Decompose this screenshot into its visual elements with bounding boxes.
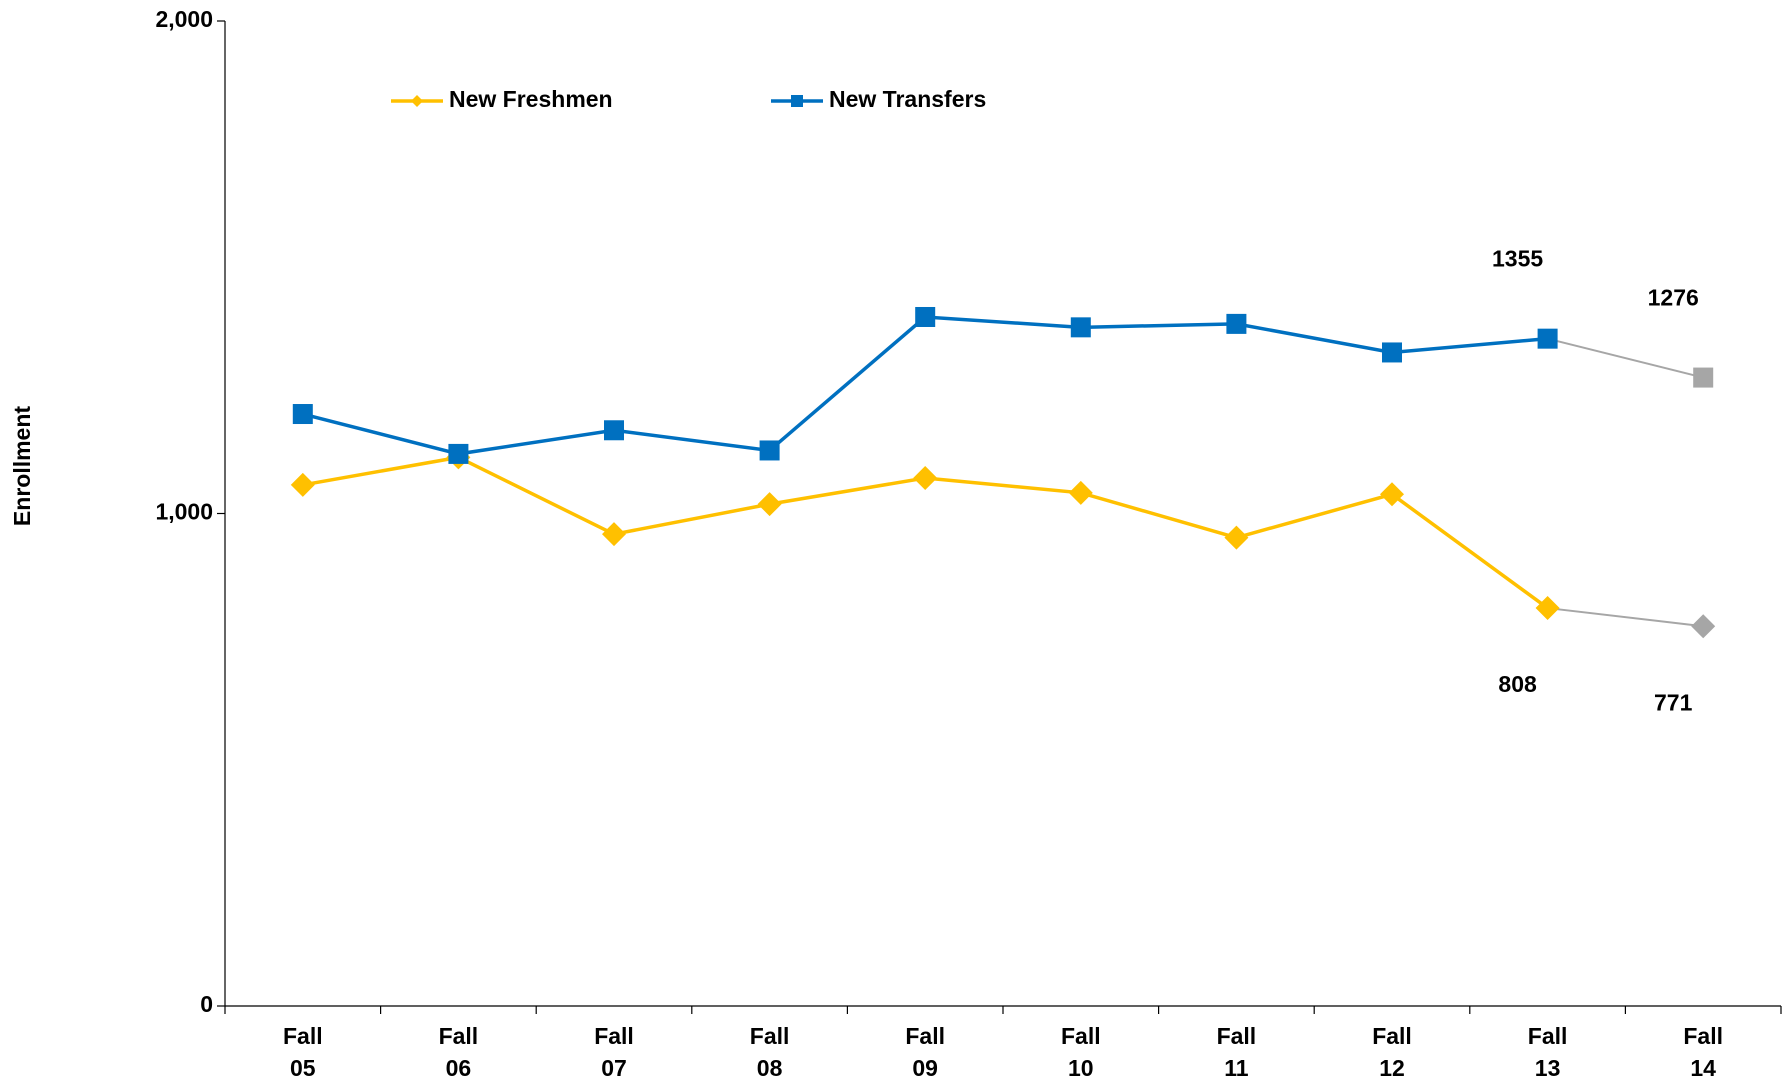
point [1070,317,1091,338]
y-tick-label: 2,000 [155,6,213,32]
x-tick-label: Fall 05 [283,1023,323,1081]
point [292,404,313,425]
point [759,440,780,461]
x-tick-label: Fall 09 [905,1023,945,1081]
x-tick-label: Fall 08 [750,1023,790,1081]
y-tick-label: 0 [200,991,213,1017]
point [1691,614,1716,639]
x-tick-label: Fall 13 [1528,1023,1568,1081]
series-line [302,315,1548,456]
point [1226,313,1247,334]
point [604,420,624,441]
point [290,472,315,497]
point [1535,596,1560,621]
point [1382,342,1402,363]
legend-label: New Transfers [829,86,986,112]
data-label: 808 [1498,671,1537,697]
x-tick-label: Fall 07 [594,1023,634,1081]
point [448,443,469,464]
data-label: 1355 [1492,246,1543,272]
data-label: 771 [1654,689,1693,715]
legend-marker [791,95,803,107]
point [1224,525,1249,550]
legend-marker [411,95,423,107]
projected-segment [1547,607,1704,628]
y-tick-label: 1,000 [155,499,213,525]
y-axis-label: Enrollment [9,406,35,526]
x-tick-label: Fall 12 [1372,1023,1412,1081]
x-tick-label: Fall 06 [439,1023,479,1081]
point [1380,482,1404,507]
data-label: 1276 [1648,285,1699,311]
x-tick-label: Fall 11 [1217,1023,1257,1081]
point [1693,367,1714,388]
point [1537,328,1558,349]
point [602,522,626,547]
point [1068,480,1093,505]
x-tick-label: Fall 14 [1683,1023,1723,1081]
x-tick-label: Fall 10 [1061,1023,1101,1081]
point [757,492,782,517]
point [915,306,936,327]
projected-segment [1547,337,1704,379]
legend-label: New Freshmen [449,86,613,112]
point [913,466,938,491]
